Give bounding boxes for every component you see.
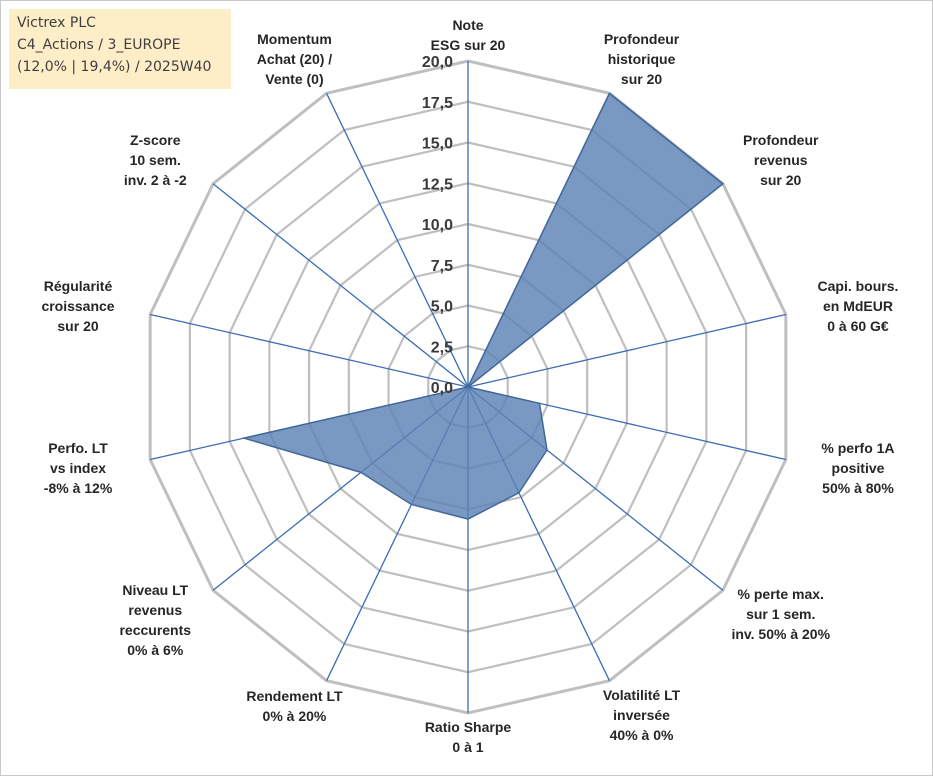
axis-label-line: revenus <box>128 602 182 618</box>
tick-label: 15,0 <box>422 136 453 153</box>
axis-label-line: Perfo. LT <box>48 440 108 456</box>
axis-label-0: Note ESG sur 20 <box>431 17 506 53</box>
info-box: Victrex PLC C4_Actions / 3_EUROPE (12,0%… <box>9 9 231 89</box>
axis-label-13: Momentum Achat (20) / Vente (0) <box>257 31 333 87</box>
axis-label-line: 0% à 6% <box>127 642 184 658</box>
company-name: Victrex PLC <box>17 15 96 31</box>
axis-labels: Note ESG sur 20 Profondeur historique sur 20… <box>41 17 898 755</box>
axis-label-line: sur 20 <box>760 172 801 188</box>
tick-label: 12,5 <box>422 176 453 193</box>
axis-label-line: reccurents <box>119 622 191 638</box>
stats-label: (12,0% | 19,4%) / 2025W40 <box>17 59 212 75</box>
tick-label: 17,5 <box>422 95 453 112</box>
axis-label-line: Niveau LT <box>122 582 188 598</box>
tick-label: 10,0 <box>422 217 453 234</box>
axis-label-line: en MdEUR <box>823 298 893 314</box>
axis-label-line: sur 1 sem. <box>746 606 815 622</box>
axis-label-line: 0% à 20% <box>263 708 327 724</box>
axis-label-line: Régularité <box>44 278 113 294</box>
axis-label-3: Capi. bours. en MdEUR 0 à 60 G€ <box>818 278 899 334</box>
axis-label-line: historique <box>608 51 676 67</box>
axis-label-line: Vente (0) <box>265 71 323 87</box>
tick-label: 2,5 <box>431 339 453 356</box>
axis-label-10: Perfo. LT vs index -8% à 12% <box>44 440 113 496</box>
axis-spoke-12 <box>212 183 469 388</box>
category-label: C4_Actions / 3_EUROPE <box>17 37 181 53</box>
axis-label-line: Achat (20) / <box>257 51 333 67</box>
tick-label: 5,0 <box>431 299 453 316</box>
tick-label: 20,0 <box>422 54 453 71</box>
axis-label-line: 10 sem. <box>130 152 181 168</box>
axis-label-line: inv. 2 à -2 <box>124 172 187 188</box>
axis-label-line: 40% à 0% <box>610 727 674 743</box>
axis-label-line: Profondeur <box>604 31 680 47</box>
axis-label-12: Z-score 10 sem. inv. 2 à -2 <box>124 132 187 188</box>
axis-label-line: Ratio Sharpe <box>425 719 512 735</box>
axis-label-line: % perfo 1A <box>821 440 894 456</box>
axis-label-line: positive <box>832 460 885 476</box>
axis-label-line: inv. 50% à 20% <box>731 626 830 642</box>
axis-label-7: Ratio Sharpe 0 à 1 <box>425 719 512 755</box>
axis-label-line: Capi. bours. <box>818 278 899 294</box>
tick-label: 7,5 <box>431 258 453 275</box>
axis-label-line: sur 20 <box>57 318 98 334</box>
axis-label-line: Z-score <box>130 132 181 148</box>
axis-label-5: % perte max. sur 1 sem. inv. 50% à 20% <box>731 586 830 642</box>
series-area <box>240 92 725 520</box>
axis-label-line: Rendement LT <box>246 688 343 704</box>
axis-label-line: ESG sur 20 <box>431 37 506 53</box>
axis-label-line: revenus <box>754 152 808 168</box>
axis-label-1: Profondeur historique sur 20 <box>604 31 680 87</box>
axis-label-line: % perte max. <box>738 586 824 602</box>
axis-label-6: Volatilité LT inversée 40% à 0% <box>603 687 681 743</box>
axis-label-4: % perfo 1A positive 50% à 80% <box>821 440 894 496</box>
data-series <box>240 92 725 520</box>
axis-label-line: Profondeur <box>743 132 819 148</box>
axis-label-line: 50% à 80% <box>822 480 894 496</box>
axis-spoke-13 <box>325 93 469 388</box>
axis-label-line: inversée <box>613 707 670 723</box>
axis-label-line: Momentum <box>257 31 332 47</box>
axis-label-line: vs index <box>50 460 106 476</box>
axis-spoke-11 <box>150 313 469 388</box>
axis-label-line: croissance <box>41 298 114 314</box>
axis-label-line: 0 à 1 <box>452 739 483 755</box>
axis-label-11: Régularité croissance sur 20 <box>41 278 114 334</box>
axis-label-line: sur 20 <box>621 71 662 87</box>
axis-label-2: Profondeur revenus sur 20 <box>743 132 819 188</box>
axis-label-8: Rendement LT 0% à 20% <box>246 688 343 724</box>
axis-label-9: Niveau LT revenus reccurents 0% à 6% <box>119 582 191 658</box>
axis-label-line: 0 à 60 G€ <box>827 318 889 334</box>
axis-label-line: -8% à 12% <box>44 480 113 496</box>
axis-label-line: Note <box>452 17 483 33</box>
radial-tick-labels: 0,0 2,5 5,0 7,5 10,0 12,5 15,0 17,5 20,0 <box>422 54 453 397</box>
axis-label-line: Volatilité LT <box>603 687 681 703</box>
axis-spoke-3 <box>467 313 786 388</box>
tick-label: 0,0 <box>431 380 453 397</box>
